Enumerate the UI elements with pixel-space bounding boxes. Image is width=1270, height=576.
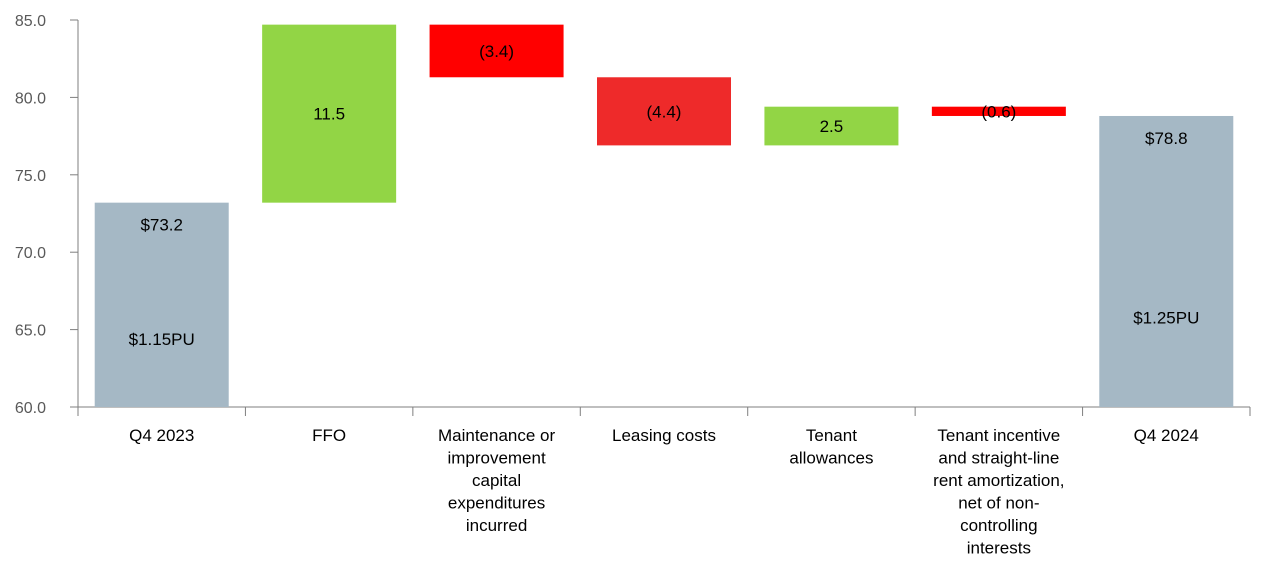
bar-value-label: $78.8 xyxy=(1145,129,1188,148)
bar-value-label: (0.6) xyxy=(981,102,1016,121)
y-axis: 60.0 65.0 70.0 75.0 80.0 85.0 xyxy=(15,13,79,417)
bar-value-label: 2.5 xyxy=(820,117,844,136)
x-category-label: FFO xyxy=(312,426,346,445)
bar-value-label: (3.4) xyxy=(479,42,514,61)
bar-per-unit-label: $1.25PU xyxy=(1133,308,1199,327)
data-labels: $73.2 $1.15PU 11.5 (3.4) (4.4) 2.5 (0.6) $78.8 $… xyxy=(129,42,1200,349)
bar-per-unit-label: $1.15PU xyxy=(129,330,195,349)
bar-increase xyxy=(764,106,899,146)
bar-increase xyxy=(262,24,397,203)
y-tick-label: 70.0 xyxy=(15,245,46,262)
bar-total xyxy=(1099,115,1234,407)
bar-decrease xyxy=(429,24,564,78)
bar-value-label: $73.2 xyxy=(140,216,183,235)
bar-value-label: 11.5 xyxy=(313,105,345,124)
y-tick-label: 80.0 xyxy=(15,90,46,107)
y-tick-label: 85.0 xyxy=(15,13,46,30)
x-category-label: Tenant incentive and straight-line rent am… xyxy=(933,426,1064,558)
x-category-label: Maintenance or improvement capital expendit… xyxy=(438,426,556,535)
bars xyxy=(94,24,1234,407)
x-category-label: Q4 2024 xyxy=(1134,426,1199,445)
y-tick-label: 65.0 xyxy=(15,323,46,340)
bar-decrease xyxy=(931,106,1066,116)
bar-total xyxy=(94,202,229,407)
x-category-label: Leasing costs xyxy=(612,426,716,445)
bar-value-label: (4.4) xyxy=(647,102,682,121)
bar-decrease xyxy=(597,77,731,146)
x-axis: Q4 2023 FFO Maintenance or improvement capit… xyxy=(77,406,1251,558)
y-tick-label: 75.0 xyxy=(15,168,46,185)
x-category-label: Q4 2023 xyxy=(129,426,194,445)
x-category-label: Tenant allowances xyxy=(789,426,873,468)
y-tick-label: 60.0 xyxy=(15,400,46,417)
